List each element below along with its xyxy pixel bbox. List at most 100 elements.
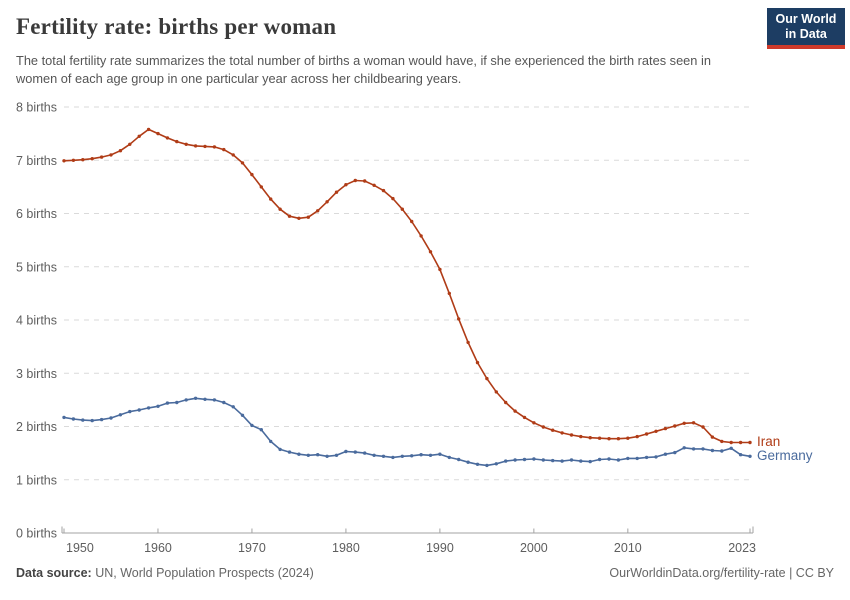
data-point-iran <box>532 421 536 425</box>
data-point-germany <box>720 449 724 453</box>
data-point-iran <box>522 415 527 420</box>
data-point-germany <box>175 400 179 405</box>
data-point-germany <box>109 416 113 420</box>
x-tick-label: 1980 <box>332 541 360 555</box>
data-point-iran <box>541 425 545 429</box>
data-point-germany <box>334 453 339 457</box>
y-tick-label: 8 births <box>16 101 57 115</box>
data-point-iran <box>297 216 301 220</box>
data-point-iran <box>597 436 602 440</box>
data-point-iran <box>720 439 724 444</box>
data-point-germany <box>278 447 282 452</box>
data-point-iran <box>334 190 339 194</box>
data-point-germany <box>306 453 310 457</box>
data-point-iran <box>165 136 170 140</box>
page-title: Fertility rate: births per woman <box>16 14 337 39</box>
attribution: OurWorldinData.org/fertility-rate | CC B… <box>609 566 834 580</box>
data-point-iran <box>438 267 442 272</box>
y-tick-label: 0 births <box>16 527 57 541</box>
data-point-germany <box>344 449 348 454</box>
data-point-germany <box>128 409 132 414</box>
data-point-iran <box>287 214 292 218</box>
data-point-germany <box>193 396 198 400</box>
series-label-iran[interactable]: Iran <box>757 434 781 450</box>
x-tick-label: 2010 <box>614 541 642 555</box>
data-point-iran <box>118 149 123 153</box>
x-tick-label: 1990 <box>426 541 454 555</box>
owid-logo-line1: Our World <box>775 12 837 26</box>
data-point-iran <box>691 421 696 425</box>
data-point-germany <box>494 462 498 466</box>
data-point-iran <box>410 219 414 224</box>
data-point-germany <box>588 459 592 464</box>
data-point-iran <box>588 436 592 440</box>
data-point-iran <box>504 400 508 405</box>
data-point-iran <box>457 317 461 321</box>
data-point-germany <box>381 454 386 458</box>
data-point-germany <box>71 417 76 421</box>
data-point-iran <box>128 142 132 146</box>
data-point-germany <box>250 423 254 428</box>
data-point-iran <box>494 390 498 394</box>
data-source: Data source: UN, World Population Prospe… <box>16 566 314 580</box>
data-point-iran <box>137 134 141 138</box>
data-point-iran <box>109 153 113 157</box>
data-point-germany <box>663 452 668 456</box>
data-point-iran <box>353 178 357 183</box>
data-point-iran <box>259 185 263 189</box>
data-source-text: UN, World Population Prospects (2024) <box>91 566 314 580</box>
owid-logo-line2: in Data <box>785 27 827 41</box>
x-tick-label: 1950 <box>66 541 94 555</box>
data-point-iran <box>278 207 282 211</box>
data-point-iran <box>240 161 245 165</box>
data-point-germany <box>532 457 536 461</box>
data-point-germany <box>475 462 480 466</box>
data-point-iran <box>607 437 611 441</box>
data-point-iran <box>81 158 85 162</box>
data-point-germany <box>607 457 611 461</box>
x-tick-label: 1970 <box>238 541 266 555</box>
data-point-iran <box>316 209 320 213</box>
data-point-germany <box>297 452 301 456</box>
data-point-iran <box>466 340 470 345</box>
data-point-germany <box>626 456 630 461</box>
y-tick-label: 7 births <box>16 154 57 168</box>
chart-footer: Data source: UN, World Population Prospe… <box>16 566 834 580</box>
data-point-germany <box>391 455 395 460</box>
data-point-iran <box>381 188 386 193</box>
data-point-germany <box>212 398 217 402</box>
data-point-germany <box>184 398 188 402</box>
data-point-germany <box>372 453 376 457</box>
data-point-germany <box>316 453 320 457</box>
data-point-iran <box>673 424 677 428</box>
data-point-germany <box>428 453 433 457</box>
data-point-iran <box>635 434 639 439</box>
owid-logo[interactable]: Our World in Data <box>767 8 845 49</box>
data-point-iran <box>748 440 752 445</box>
y-tick-label: 6 births <box>16 207 57 221</box>
data-point-iran <box>428 250 433 254</box>
data-point-iran <box>90 157 94 161</box>
data-point-germany <box>673 450 677 455</box>
series-label-germany[interactable]: Germany <box>757 448 813 464</box>
data-point-iran <box>184 142 188 146</box>
data-point-germany <box>353 450 357 454</box>
data-point-germany <box>240 413 245 417</box>
data-point-germany <box>447 455 451 460</box>
data-point-iran <box>363 179 367 183</box>
data-point-germany <box>644 455 649 460</box>
y-tick-label: 4 births <box>16 314 57 328</box>
data-point-germany <box>616 458 621 462</box>
data-point-germany <box>118 413 123 417</box>
data-point-germany <box>99 417 104 422</box>
data-point-germany <box>287 450 292 454</box>
data-point-iran <box>419 234 423 238</box>
data-point-germany <box>729 446 733 450</box>
data-point-germany <box>137 408 141 412</box>
data-point-germany <box>325 454 329 458</box>
data-point-iran <box>475 360 480 365</box>
data-point-iran <box>372 183 376 187</box>
